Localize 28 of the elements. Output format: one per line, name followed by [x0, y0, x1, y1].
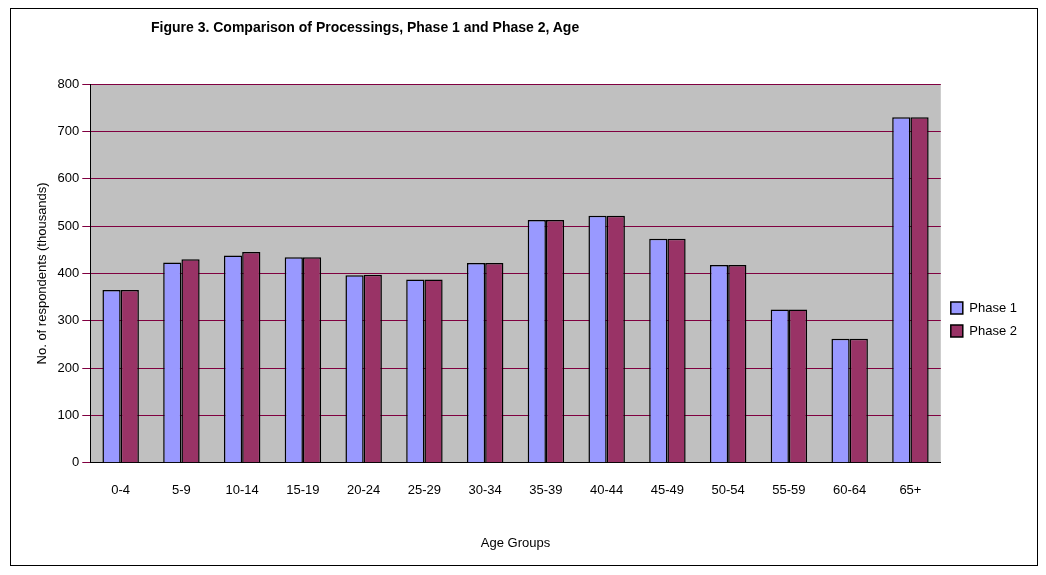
y-tick-label: 600	[57, 170, 80, 186]
chart-title: Figure 3. Comparison of Processings, Phase 1 and Phase 2, Age	[151, 19, 580, 35]
x-tick-label: 35-39	[529, 482, 563, 498]
x-tick-label: 45-49	[650, 482, 685, 498]
y-tick-label: 200	[57, 359, 80, 375]
x-tick-label: 50-54	[711, 482, 745, 498]
x-tick-label: 10-14	[225, 482, 259, 498]
y-tick-label: 400	[57, 264, 80, 280]
x-tick-label: 55-59	[772, 482, 806, 498]
y-axis-title: No. of respondents (thousands)	[34, 182, 50, 365]
y-tick-label: 300	[57, 312, 80, 328]
x-tick-label: 60-64	[833, 482, 867, 498]
x-tick-label: 65+	[899, 482, 922, 498]
y-tick-label: 100	[57, 407, 80, 423]
x-tick-label: 20-24	[347, 482, 381, 498]
x-tick-label: 0-4	[111, 482, 131, 498]
legend-label: Phase 2	[969, 322, 1017, 338]
y-tick-label: 0	[72, 454, 80, 470]
x-tick-label: 30-34	[468, 482, 502, 498]
y-tick-label: 700	[57, 122, 80, 138]
x-tick-label: 5-9	[172, 482, 191, 498]
y-tick-label: 800	[57, 75, 80, 91]
legend-label: Phase 1	[969, 299, 1017, 315]
x-axis-title: Age Groups	[480, 534, 551, 550]
x-tick-label: 40-44	[590, 482, 624, 498]
y-tick-label: 500	[57, 217, 80, 233]
x-tick-label: 15-19	[286, 482, 320, 498]
x-tick-label: 25-29	[407, 482, 442, 498]
